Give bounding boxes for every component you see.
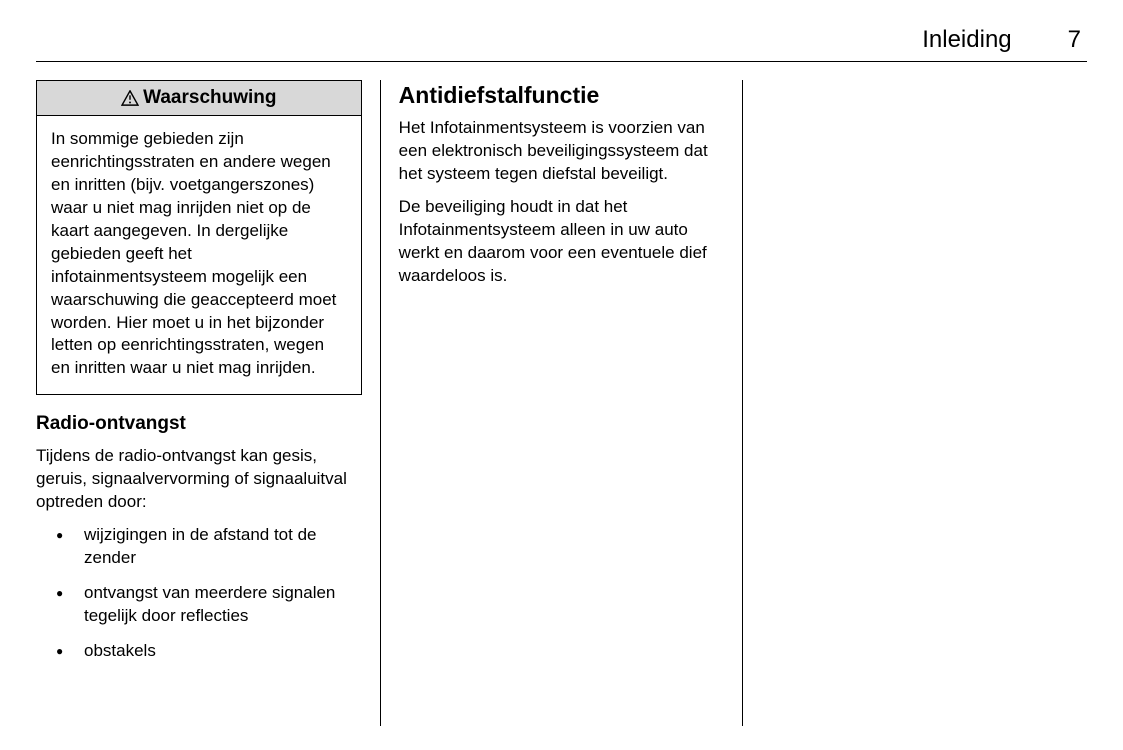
warning-label: Waarschuwing (143, 87, 276, 109)
paragraph: Het Infotainmentsysteem is voorzien van … (399, 117, 725, 186)
column-2: Antidiefstalfunctie Het Infotainmentsyst… (381, 80, 744, 726)
section-heading: Antidiefstalfunctie (399, 82, 725, 109)
warning-box: Waarschuwing In sommige gebieden zijn ee… (36, 80, 362, 395)
radio-intro: Tijdens de radio-ontvangst kan gesis, ge… (36, 445, 362, 514)
warning-body: In sommige gebieden zijn eenrichtingsstr… (37, 116, 361, 394)
column-1: Waarschuwing In sommige gebieden zijn ee… (36, 80, 381, 726)
radio-heading: Radio-ontvangst (36, 413, 362, 435)
radio-bullet-list: wijzigingen in de afstand tot de zender … (36, 524, 362, 663)
list-item: ontvangst van meerdere signalen tegelijk… (36, 582, 362, 628)
paragraph: De beveiliging houdt in dat het Infotain… (399, 196, 725, 288)
list-item: wijzigingen in de afstand tot de zender (36, 524, 362, 570)
chapter-title: Inleiding (922, 26, 1011, 54)
page-header: Inleiding 7 (36, 18, 1087, 62)
list-item: obstakels (36, 640, 362, 663)
column-3 (743, 80, 1087, 726)
warning-icon (121, 90, 139, 106)
content-area: Waarschuwing In sommige gebieden zijn ee… (36, 80, 1087, 726)
page-number: 7 (1068, 26, 1081, 54)
warning-header: Waarschuwing (37, 81, 361, 116)
